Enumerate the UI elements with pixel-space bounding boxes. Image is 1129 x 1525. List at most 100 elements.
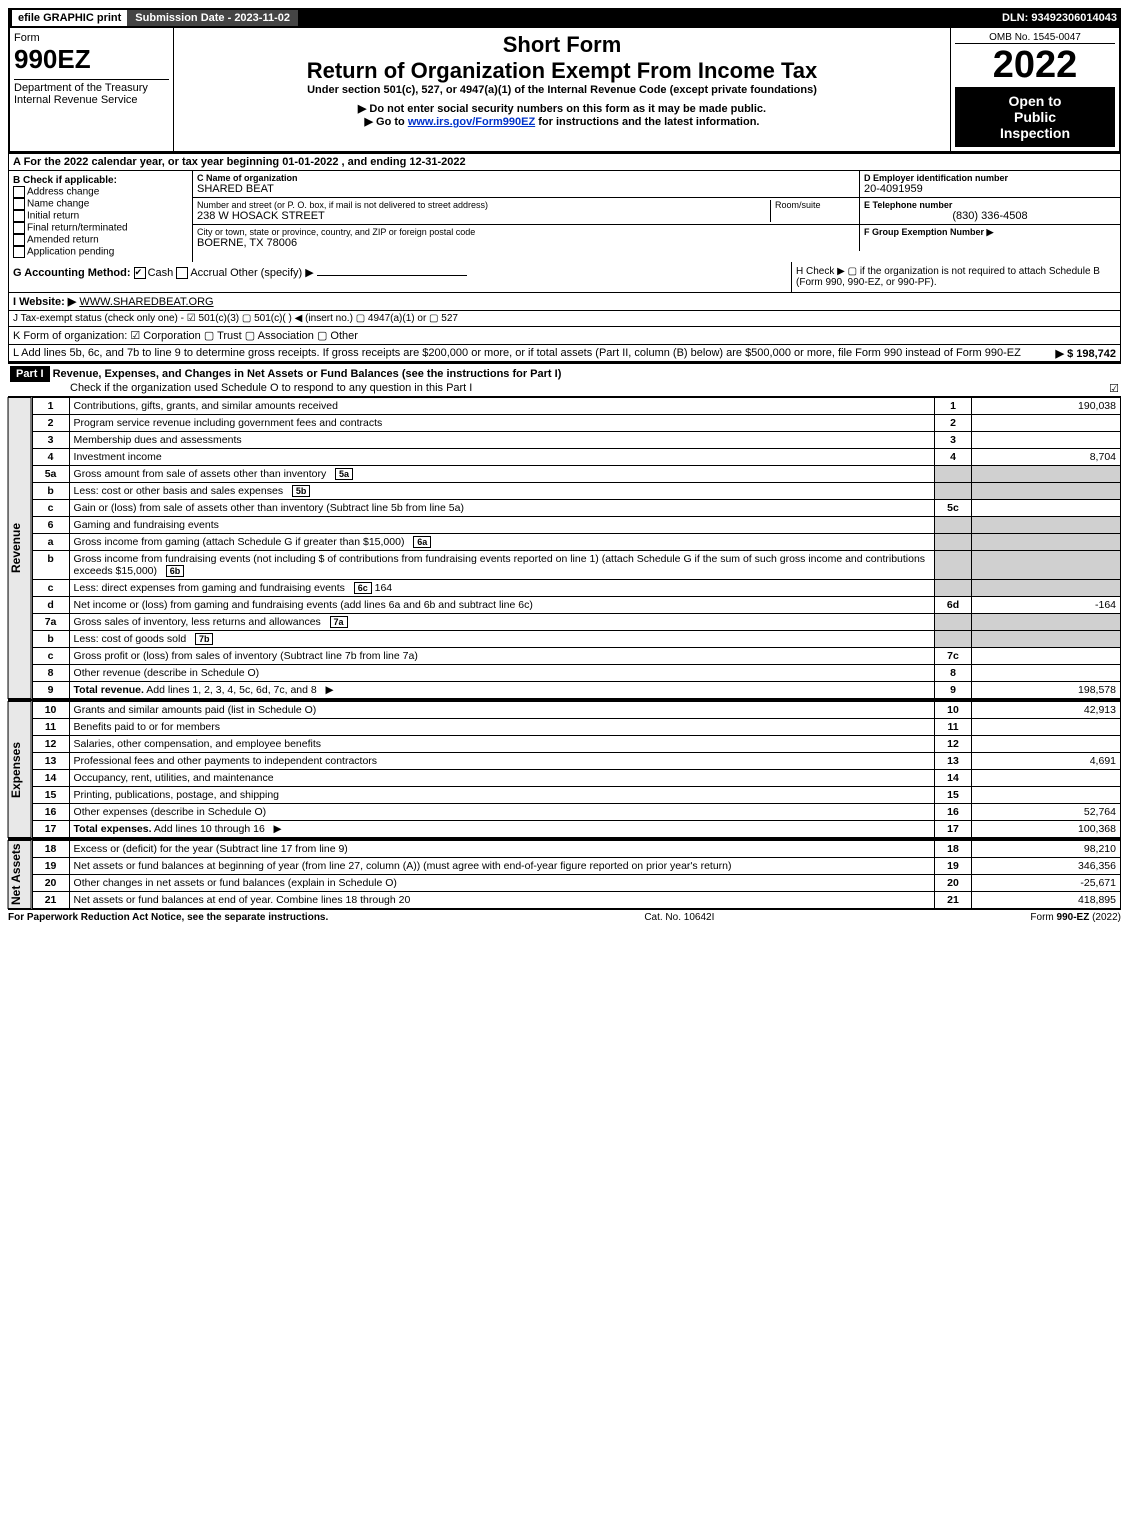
line-ref [935,580,972,597]
org-city: BOERNE, TX 78006 [197,237,855,249]
line-amount: 4,691 [972,753,1121,770]
line-description: Other changes in net assets or fund bala… [69,875,934,892]
table-row: cLess: direct expenses from gaming and f… [32,580,1120,597]
omb-number: OMB No. 1545-0047 [955,32,1115,44]
table-row: 20Other changes in net assets or fund ba… [32,875,1120,892]
line-amount [972,787,1121,804]
part1-label: Part I [10,366,50,382]
line-number: 21 [32,892,69,909]
table-row: 19Net assets or fund balances at beginni… [32,858,1120,875]
form-header: Form 990EZ Department of the Treasury In… [8,28,1121,153]
line-description: Occupancy, rent, utilities, and maintena… [69,770,934,787]
check-amended[interactable] [13,234,25,246]
line-description: Grants and similar amounts paid (list in… [69,702,934,719]
form-word: Form [14,32,169,44]
line-number: c [32,648,69,665]
check-initial-return[interactable] [13,210,25,222]
line-description: Salaries, other compensation, and employ… [69,736,934,753]
line-amount [972,432,1121,449]
opt-amended: Amended return [27,235,99,246]
line-description: Total expenses. Add lines 10 through 16 … [69,821,934,838]
schedule-o-check[interactable]: ☑ [1109,382,1119,395]
table-row: 16Other expenses (describe in Schedule O… [32,804,1120,821]
line-description: Total revenue. Add lines 1, 2, 3, 4, 5c,… [69,682,934,699]
line-ref [935,534,972,551]
goto-prefix: ▶ Go to [365,116,408,128]
identity-box: B Check if applicable: Address change Na… [8,171,1121,262]
line-amount: 100,368 [972,821,1121,838]
line-description: Investment income [69,449,934,466]
line-ref [935,517,972,534]
public-label: Public [959,109,1111,125]
table-row: bLess: cost or other basis and sales exp… [32,483,1120,500]
line-amount [972,500,1121,517]
city-label: City or town, state or province, country… [197,227,855,237]
line-number: 19 [32,858,69,875]
check-final-return[interactable] [13,222,25,234]
line-amount: 346,356 [972,858,1121,875]
line-number: 8 [32,665,69,682]
line-description: Gross profit or (loss) from sales of inv… [69,648,934,665]
check-accrual[interactable] [176,267,188,279]
line-number: 11 [32,719,69,736]
table-row: 7aGross sales of inventory, less returns… [32,614,1120,631]
line-number: 6 [32,517,69,534]
opt-accrual: Accrual [190,267,227,279]
line-number: 16 [32,804,69,821]
line-number: 5a [32,466,69,483]
line-description: Membership dues and assessments [69,432,934,449]
line-ref: 6d [935,597,972,614]
opt-cash: Cash [148,267,174,279]
table-row: 2Program service revenue including gover… [32,415,1120,432]
part1-sub: Check if the organization used Schedule … [70,382,472,394]
footer-center: Cat. No. 10642I [644,912,714,923]
line-a-tax-year: A For the 2022 calendar year, or tax yea… [8,153,1121,171]
line-number: 2 [32,415,69,432]
check-pending[interactable] [13,246,25,258]
line-ref: 2 [935,415,972,432]
line-ref: 13 [935,753,972,770]
efile-print-button[interactable]: efile GRAPHIC print [12,10,127,26]
line-ref: 3 [935,432,972,449]
line-amount [972,517,1121,534]
irs-link[interactable]: www.irs.gov/Form990EZ [408,116,535,128]
org-address: 238 W HOSACK STREET [197,210,770,222]
line-amount [972,736,1121,753]
addr-label: Number and street (or P. O. box, if mail… [197,200,770,210]
form-number: 990EZ [14,44,169,75]
line-ref: 18 [935,841,972,858]
table-row: 11Benefits paid to or for members11 [32,719,1120,736]
line-j-tax-status: J Tax-exempt status (check only one) - ☑… [8,311,1121,327]
line-l-amount: ▶ $ 198,742 [1056,347,1116,360]
line-number: 3 [32,432,69,449]
table-row: 9Total revenue. Add lines 1, 2, 3, 4, 5c… [32,682,1120,699]
section-revenue-label: Revenue [8,397,32,699]
line-amount [972,415,1121,432]
line-amount [972,580,1121,597]
table-row: 12Salaries, other compensation, and empl… [32,736,1120,753]
table-row: 17Total expenses. Add lines 10 through 1… [32,821,1120,838]
table-row: bGross income from fundraising events (n… [32,551,1120,580]
check-cash[interactable] [134,267,146,279]
line-number: a [32,534,69,551]
line-number: c [32,500,69,517]
line-amount: -25,671 [972,875,1121,892]
ein: 20-4091959 [864,183,1116,195]
line-amount [972,648,1121,665]
line-amount: 52,764 [972,804,1121,821]
line-number: 4 [32,449,69,466]
check-address-change[interactable] [13,186,25,198]
line-amount: 418,895 [972,892,1121,909]
line-ref [935,631,972,648]
website-url[interactable]: WWW.SHAREDBEAT.ORG [79,296,213,308]
section-netassets-label: Net Assets [8,840,32,909]
line-number: d [32,597,69,614]
line-ref: 19 [935,858,972,875]
table-row: 21Net assets or fund balances at end of … [32,892,1120,909]
check-name-change[interactable] [13,198,25,210]
table-row: 6Gaming and fundraising events [32,517,1120,534]
line-number: c [32,580,69,597]
line-ref: 12 [935,736,972,753]
main-title: Return of Organization Exempt From Incom… [182,58,942,84]
line-ref: 1 [935,398,972,415]
